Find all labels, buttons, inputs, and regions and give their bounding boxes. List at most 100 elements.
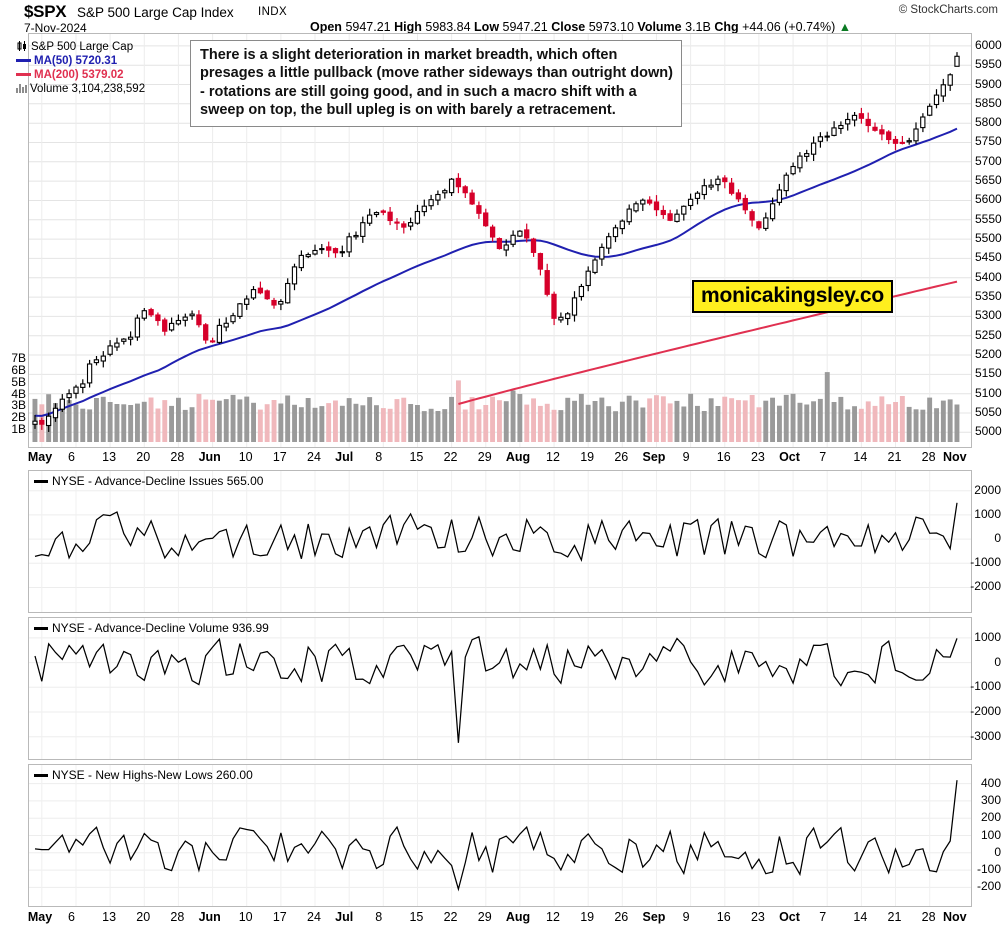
date-tick-label: Aug — [505, 450, 531, 464]
advance-decline-volume-canvas — [29, 618, 971, 759]
legend-row-ma200: MA(200) 5379.02 — [16, 68, 145, 82]
price-tick-label: 5950 — [975, 57, 1002, 72]
indicator-tick-label: -100 — [976, 862, 1001, 877]
indicator-tick-label: -2000 — [970, 579, 1001, 594]
date-tick-label: Aug — [505, 910, 531, 924]
symbol-type: INDX — [258, 6, 288, 18]
date-tick-label: 19 — [580, 910, 595, 924]
date-tick-label: 13 — [102, 450, 117, 464]
date-tick-label: Jun — [198, 910, 221, 924]
price-tick-label: 5500 — [975, 231, 1002, 246]
date-tick-label: 10 — [238, 450, 253, 464]
date-tick-label: 13 — [102, 910, 117, 924]
low-label: Low — [474, 20, 500, 34]
open-value: 5947.21 — [345, 20, 391, 34]
volume-tick-label: 1B — [11, 422, 26, 437]
open-label: Open — [310, 20, 342, 34]
price-tick-label: 5650 — [975, 173, 1002, 188]
advance-decline-issues-canvas — [29, 471, 971, 612]
indicator-tick-label: 0 — [994, 844, 1001, 859]
ohlc-quote-bar: Open 5947.21 High 5983.84 Low 5947.21 Cl… — [310, 20, 851, 34]
indicator-tick-label: 2000 — [974, 482, 1001, 497]
indicator-tick-label: 400 — [980, 775, 1001, 790]
stockcharts-attribution: © StockCharts.com — [898, 4, 998, 16]
date-tick-label: 26 — [614, 910, 629, 924]
candlestick-icon — [16, 41, 28, 51]
date-tick-label: 28 — [921, 450, 936, 464]
low-value: 5947.21 — [502, 20, 548, 34]
date-tick-label: 15 — [409, 910, 424, 924]
date-tick-label: 14 — [853, 450, 868, 464]
date-tick-label: 29 — [477, 910, 492, 924]
date-tick-label: 8 — [375, 910, 383, 924]
indicator-1-title: NYSE - Advance-Decline Issues 565.00 — [52, 474, 264, 488]
date-tick-label: 22 — [443, 910, 458, 924]
legend-volume-label: Volume 3,104,238,592 — [30, 83, 146, 95]
date-tick-label: May — [27, 450, 53, 464]
indicator-tick-label: 1000 — [974, 629, 1001, 644]
volume-value: 3.1B — [685, 20, 711, 34]
close-label: Close — [551, 20, 586, 34]
indicator-tick-label: -200 — [976, 879, 1001, 894]
date-tick-label: May — [27, 910, 53, 924]
change-value: +44.06 (+0.74%) — [742, 20, 836, 34]
date-tick-label: 17 — [272, 910, 287, 924]
legend-row-ma50: MA(50) 5720.31 — [16, 54, 145, 68]
date-tick-label: 10 — [238, 910, 253, 924]
volume-tick-label: 7B — [11, 351, 26, 366]
volume-tick-label: 5B — [11, 374, 26, 389]
date-tick-label: 7 — [819, 910, 827, 924]
indicator-2-legend: NYSE - Advance-Decline Volume 936.99 — [34, 621, 269, 635]
date-tick-label: 16 — [716, 910, 731, 924]
price-tick-label: 6000 — [975, 37, 1002, 52]
price-tick-label: 5400 — [975, 269, 1002, 284]
price-tick-label: 5150 — [975, 366, 1002, 381]
ma50-swatch-icon — [16, 59, 31, 63]
legend-ma50-label: MA(50) 5720.31 — [34, 55, 118, 67]
indicator-tick-label: -1000 — [970, 679, 1001, 694]
indicator-tick-label: 1000 — [974, 506, 1001, 521]
date-tick-label: 20 — [136, 450, 151, 464]
date-tick-label: 28 — [170, 910, 185, 924]
date-tick-label: Nov — [943, 910, 967, 924]
volume-label: Volume — [637, 20, 682, 34]
indicator-3-legend: NYSE - New Highs-New Lows 260.00 — [34, 768, 253, 782]
date-tick-label: Jul — [335, 450, 354, 464]
indicator-tick-label: 0 — [994, 654, 1001, 669]
date-tick-label: 20 — [136, 910, 151, 924]
price-tick-label: 5850 — [975, 95, 1002, 110]
date-tick-label: 6 — [67, 450, 75, 464]
date-tick-label: Oct — [779, 910, 800, 924]
date-tick-label: 21 — [887, 910, 902, 924]
legend-price-label: S&P 500 Large Cap — [31, 41, 134, 53]
date-tick-label: 28 — [170, 450, 185, 464]
date-tick-label: 24 — [307, 910, 321, 924]
analyst-annotation-box: There is a slight deterioration in marke… — [190, 40, 682, 127]
price-tick-label: 5300 — [975, 308, 1002, 323]
date-tick-label: 23 — [750, 450, 765, 464]
watermark-monicakingsley: monicakingsley.co — [692, 280, 893, 313]
date-tick-label: 6 — [67, 910, 75, 924]
price-tick-label: 5750 — [975, 134, 1002, 149]
indicator-tick-label: 100 — [980, 827, 1001, 842]
indicator-panel-advance-decline-volume — [28, 617, 972, 760]
ma200-swatch-icon — [16, 73, 31, 77]
price-tick-label: 5900 — [975, 76, 1002, 91]
legend-row-volume: Volume 3,104,238,592 — [16, 82, 145, 96]
date-tick-label: 26 — [614, 450, 629, 464]
volume-tick-label: 6B — [11, 362, 26, 377]
date-tick-label: Sep — [642, 450, 666, 464]
date-tick-label: Sep — [642, 910, 666, 924]
date-tick-label: 12 — [546, 450, 560, 464]
price-panel-legend: S&P 500 Large Cap MA(50) 5720.31 MA(200)… — [16, 40, 145, 96]
quote-date: 7-Nov-2024 — [24, 21, 87, 35]
volume-tick-label: 4B — [11, 386, 26, 401]
price-tick-label: 5600 — [975, 192, 1002, 207]
date-tick-label: 12 — [546, 910, 560, 924]
change-up-arrow-icon: ▲ — [838, 20, 852, 34]
date-tick-label: Oct — [779, 450, 800, 464]
date-tick-label: 8 — [375, 450, 383, 464]
indicator-3-title: NYSE - New Highs-New Lows 260.00 — [52, 768, 253, 782]
indicator-panel-new-highs-new-lows — [28, 764, 972, 907]
